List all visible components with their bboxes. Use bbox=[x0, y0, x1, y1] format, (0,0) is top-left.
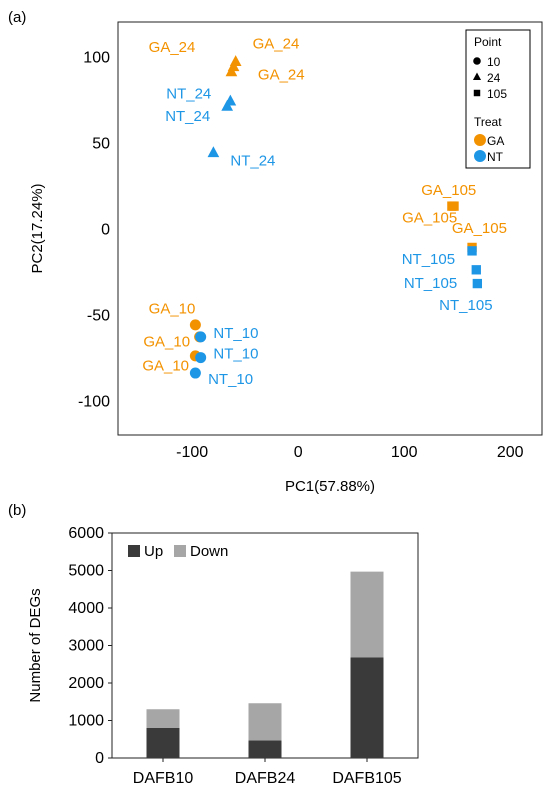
pca-points bbox=[189, 55, 483, 379]
pca-point-label: NT_24 bbox=[166, 86, 211, 103]
pca-point-nt-square bbox=[471, 265, 481, 275]
deg-bar-down bbox=[350, 571, 384, 658]
deg-bar-down bbox=[146, 709, 180, 728]
legend-square-icon bbox=[473, 89, 481, 97]
pca-x-tick-label: -100 bbox=[176, 444, 208, 461]
pca-point-label: GA_10 bbox=[143, 333, 190, 350]
pca-point-label: NT_105 bbox=[404, 275, 457, 292]
pca-legend-box bbox=[465, 29, 531, 169]
legend-point-label: 24 bbox=[487, 71, 501, 85]
pca-point-nt-triangle bbox=[221, 99, 234, 111]
deg-y-tick-label: 6000 bbox=[68, 525, 104, 542]
legend-treat-label: GA bbox=[487, 134, 504, 148]
pca-point-label: NT_105 bbox=[402, 251, 455, 268]
pca-y-tick-label: 0 bbox=[101, 222, 110, 239]
pca-x-tick-label: 100 bbox=[391, 444, 418, 461]
deg-axes: 0 1000 2000 3000 4000 5000 6000 DAFB10 DAFB24 DAF… bbox=[68, 525, 401, 787]
pca-legend: Point Treat 10 24 105 GA NT bbox=[465, 29, 531, 169]
deg-y-axis-label: Number of DEGs bbox=[27, 588, 44, 702]
pca-point-nt-square bbox=[472, 278, 483, 289]
deg-x-tick-label: DAFB24 bbox=[235, 770, 296, 787]
pca-point-label: NT_10 bbox=[213, 325, 258, 342]
panel-label-b: (b) bbox=[8, 502, 26, 519]
pca-point-label: GA_24 bbox=[258, 67, 305, 84]
deg-bar-down bbox=[248, 703, 282, 741]
pca-plot-frame bbox=[117, 21, 543, 436]
pca-y-tick-label: -100 bbox=[78, 394, 110, 411]
deg-y-tick-label: 5000 bbox=[68, 563, 104, 580]
legend-circle-icon bbox=[473, 57, 481, 65]
pca-point-label: GA_105 bbox=[421, 182, 476, 199]
deg-y-tick-label: 4000 bbox=[68, 600, 104, 617]
pca-point-label: GA_10 bbox=[149, 301, 196, 318]
pca-point-ga-square bbox=[449, 201, 459, 211]
deg-y-tick-label: 1000 bbox=[68, 713, 104, 730]
legend-triangle-icon bbox=[472, 72, 482, 81]
deg-bar-up bbox=[146, 728, 180, 758]
pca-x-tick-label: 0 bbox=[294, 444, 303, 461]
deg-bar-up bbox=[350, 657, 384, 758]
legend-swatch-up bbox=[128, 545, 140, 557]
pca-point-label: GA_24 bbox=[149, 39, 196, 56]
legend-point-label: 10 bbox=[487, 55, 501, 69]
pca-point-label: NT_105 bbox=[439, 297, 492, 314]
pca-point-label: GA_105 bbox=[452, 220, 507, 237]
pca-point-nt-square bbox=[467, 246, 477, 256]
pca-y-tick-label: 50 bbox=[92, 135, 110, 152]
pca-point-ga-triangle bbox=[225, 65, 238, 77]
deg-bars bbox=[146, 571, 384, 758]
pca-point-nt-circle bbox=[195, 352, 207, 364]
pca-point-ga-circle bbox=[189, 319, 201, 331]
deg-legend: Up Down bbox=[128, 543, 228, 560]
pca-point-label: GA_10 bbox=[142, 357, 189, 374]
pca-point-label: NT_10 bbox=[213, 345, 258, 362]
pca-point-nt-triangle bbox=[207, 146, 220, 158]
pca-point-label: NT_24 bbox=[165, 108, 210, 125]
deg-y-tick-label: 0 bbox=[95, 750, 104, 767]
deg-bar-up bbox=[248, 740, 282, 758]
deg-x-tick-label: DAFB105 bbox=[332, 770, 401, 787]
pca-x-axis-label: PC1(57.88%) bbox=[285, 478, 375, 495]
deg-bar-panel: (b) 0 1000 2000 3000 4000 5000 6000 DAFB10 DAFB2… bbox=[8, 502, 419, 787]
legend-label-down: Down bbox=[190, 543, 228, 560]
pca-point-label: NT_24 bbox=[230, 153, 275, 170]
pca-y-tick-label: -50 bbox=[87, 308, 110, 325]
pca-point-label: NT_10 bbox=[208, 371, 253, 388]
legend-color-swatch bbox=[474, 150, 486, 162]
deg-x-tick-label: DAFB10 bbox=[133, 770, 194, 787]
legend-label-up: Up bbox=[144, 543, 163, 560]
legend-swatch-down bbox=[174, 545, 186, 557]
legend-point-label: 105 bbox=[487, 87, 507, 101]
pca-point-label: GA_24 bbox=[253, 36, 300, 53]
pca-axes: -100 0 100 200 -100 -50 0 50 100 bbox=[78, 49, 524, 461]
deg-y-tick-label: 2000 bbox=[68, 675, 104, 692]
pca-point-nt-circle bbox=[189, 367, 201, 379]
deg-y-tick-label: 3000 bbox=[68, 638, 104, 655]
pca-point-label: GA_105 bbox=[402, 209, 457, 226]
pca-y-tick-label: 100 bbox=[83, 49, 110, 66]
legend-title-treat: Treat bbox=[474, 115, 502, 129]
legend-color-swatch bbox=[474, 134, 486, 146]
legend-title-point: Point bbox=[474, 35, 502, 49]
panel-label-a: (a) bbox=[8, 9, 26, 26]
legend-treat-label: NT bbox=[487, 150, 504, 164]
pca-x-tick-label: 200 bbox=[497, 444, 524, 461]
pca-point-labels: GA_24 GA_24GA_24NT_24NT_24NT_24GA_105GA_1… bbox=[142, 36, 507, 389]
pca-scatter-panel: (a) -100 0 100 200 -100 -50 0 50 100 GA_24 GA_24 G… bbox=[8, 9, 543, 495]
pca-y-axis-label: PC2(17.24%) bbox=[29, 183, 46, 273]
pca-point-nt-circle bbox=[195, 331, 207, 343]
